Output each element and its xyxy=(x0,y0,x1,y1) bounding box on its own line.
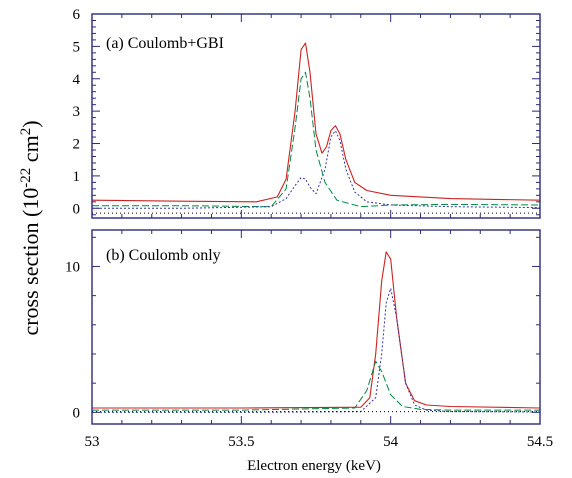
series-line-red-solid xyxy=(92,42,540,203)
y-tick-label: 6 xyxy=(73,7,81,23)
panel-label: (a) Coulomb+GBI xyxy=(106,35,224,52)
x-tick-label: 53 xyxy=(85,434,100,450)
y-label-mid: cm xyxy=(18,135,43,167)
y-label-main: cross section (10 xyxy=(18,188,43,336)
series-line-blue-dotted xyxy=(92,287,540,413)
plot-frame xyxy=(91,229,541,425)
y-label-exp1: -22 xyxy=(18,168,34,188)
y-tick-label: 1 xyxy=(73,169,81,185)
series-line-red-solid xyxy=(92,251,540,409)
y-tick-label: 3 xyxy=(73,104,81,120)
x-tick-label: 54 xyxy=(383,434,399,450)
x-tick-label: 53.5 xyxy=(228,434,254,450)
x-tick-labels: 53 53.5 54 54.5 xyxy=(85,434,554,450)
y-tick-label: 2 xyxy=(73,137,81,153)
panel-label: (b) Coulomb only xyxy=(106,247,221,264)
y-tick-label: 0 xyxy=(73,201,81,217)
y-tick-label: 5 xyxy=(73,39,81,55)
panel-b: 0 10 (b) Coulomb only xyxy=(65,229,541,425)
y-axis-label: cross section (10-22 cm2) xyxy=(18,120,43,335)
y-tick-label: 10 xyxy=(65,259,80,275)
series-line-green-dashed xyxy=(92,360,540,411)
y-label-exp2: 2 xyxy=(18,128,34,136)
x-tick-label: 54.5 xyxy=(527,434,553,450)
y-tick-label: 4 xyxy=(73,72,81,88)
series-line-green-dashed xyxy=(92,71,540,208)
x-axis-label: Electron energy (keV) xyxy=(247,458,381,474)
panel-a: 0 1 2 3 4 5 6 (a) Coulomb+GBI xyxy=(73,7,541,219)
plot-frame xyxy=(91,13,541,219)
y-label-end: ) xyxy=(18,120,43,127)
y-tick-label: 0 xyxy=(73,405,81,421)
series-line-blue-dotted xyxy=(92,130,540,209)
